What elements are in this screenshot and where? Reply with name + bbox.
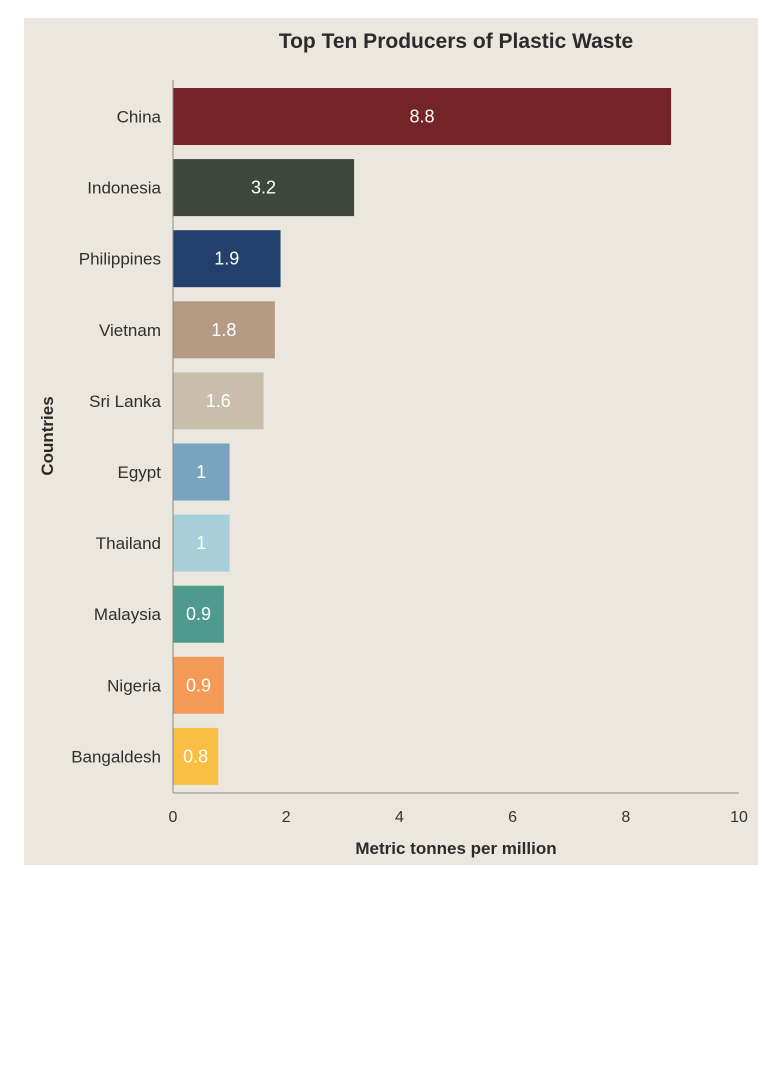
bar-philippines	[173, 230, 281, 288]
category-label: Egypt	[118, 463, 162, 482]
bar-nigeria	[173, 656, 224, 714]
x-tick-label: 6	[508, 809, 517, 826]
value-label: 0.9	[186, 675, 211, 695]
category-label: Bangaldesh	[71, 747, 161, 766]
bar-bangaldesh	[173, 727, 219, 785]
category-label: Philippines	[79, 250, 161, 269]
value-label: 1.9	[214, 249, 239, 269]
bar-indonesia	[173, 159, 355, 217]
axes-layer: China Indonesia Philippines Vietnam Sri Lank…	[71, 80, 748, 826]
bar-chart: Top Ten Producers of Plastic Waste 8.8 3.…	[38, 30, 748, 858]
category-label: Nigeria	[107, 676, 161, 695]
x-tick-label: 0	[169, 809, 178, 826]
bar-china	[173, 88, 672, 145]
x-tick-label: 4	[395, 809, 404, 826]
value-label: 3.2	[251, 178, 276, 198]
y-axis-title: Countries	[38, 396, 57, 475]
category-label: Thailand	[96, 534, 161, 553]
x-axis-title: Metric tonnes per million	[355, 839, 556, 858]
category-label: China	[117, 108, 162, 127]
chart-title: Top Ten Producers of Plastic Waste	[279, 30, 633, 53]
category-label: Malaysia	[94, 605, 162, 624]
value-label: 1.8	[211, 320, 236, 340]
bar-egypt	[173, 443, 230, 501]
value-label: 1	[196, 533, 206, 553]
value-label: 0.9	[186, 604, 211, 624]
value-label: 1	[196, 462, 206, 482]
x-tick-label: 8	[621, 809, 630, 826]
value-label: 8.8	[410, 107, 435, 127]
bars-layer: 8.8 3.2 1.9 1.8 1.6 1 1 0.9 0.9 0.8	[173, 88, 672, 785]
bar-sri-lanka	[173, 372, 264, 430]
bar-vietnam	[173, 301, 275, 359]
bar-malaysia	[173, 585, 224, 643]
value-label: 1.6	[206, 391, 231, 411]
category-label: Indonesia	[87, 179, 161, 198]
x-tick-label: 2	[282, 809, 291, 826]
category-label: Sri Lanka	[89, 392, 161, 411]
x-tick-label: 10	[730, 809, 748, 826]
value-label: 0.8	[183, 746, 208, 766]
chart-panel: Top Ten Producers of Plastic Waste 8.8 3.…	[24, 18, 758, 865]
bar-thailand	[173, 514, 230, 572]
category-label: Vietnam	[99, 321, 161, 340]
